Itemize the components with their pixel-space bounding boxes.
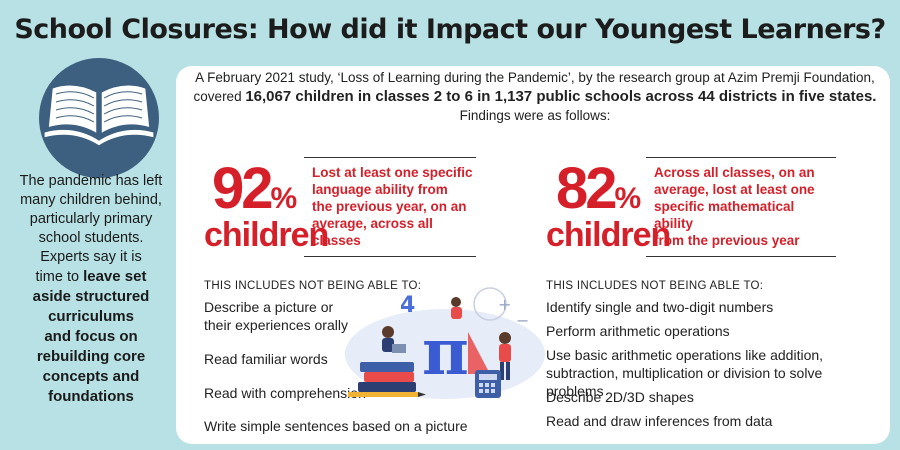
list-item: Perform arithmetic operations — [546, 323, 730, 339]
stat-number: 82 — [556, 156, 617, 221]
sidebar-line: time to — [35, 269, 84, 285]
sidebar-bold-line: aside structured — [32, 288, 150, 305]
stat-description-language: Lost at least one specific language abil… — [304, 157, 476, 257]
list-item: Describe a picture or their experiences … — [204, 299, 348, 333]
sidebar-line: many children behind, — [20, 192, 162, 208]
stat-noun: children — [204, 216, 329, 254]
desc-line: Lost at least one specific — [312, 165, 473, 180]
list-item: Read with comprehension — [204, 385, 366, 401]
sidebar-bold-line: and focus on — [44, 328, 138, 345]
list-item: Use basic arithmetic operations like add… — [546, 347, 824, 399]
sidebar-line: Experts say it is — [40, 249, 142, 265]
list-item: Read familiar words — [204, 351, 328, 367]
stat-noun: children — [546, 216, 671, 254]
learning-illustration: 4 + − π — [345, 287, 545, 399]
list-item: Write simple sentences based on a pictur… — [204, 418, 468, 434]
svg-text:π: π — [422, 315, 469, 390]
stat-percent-sign: % — [614, 182, 642, 215]
stat-number: 92 — [212, 156, 273, 221]
stat-description-math: Across all classes, on an average, lost … — [646, 157, 836, 257]
svg-text:+: + — [498, 295, 511, 314]
stat-percent-math: 82% — [556, 160, 641, 218]
list-item: Describe 2D/3D shapes — [546, 389, 694, 405]
desc-line: average, across all classes — [312, 216, 433, 248]
svg-text:4: 4 — [400, 293, 415, 318]
list-item: Identify single and two-digit numbers — [546, 299, 774, 315]
intro-line-1: A February 2021 study, ‘Loss of Learning… — [195, 70, 875, 85]
svg-text:−: − — [516, 311, 529, 330]
includes-heading: THIS INCLUDES NOT BEING ABLE TO: — [546, 280, 764, 292]
sidebar-bold-line: leave set — [83, 268, 147, 285]
stat-percent-language: 92% — [212, 160, 297, 218]
desc-line: from the previous year — [654, 233, 800, 248]
sidebar-text: The pandemic has left many children behi… — [8, 172, 174, 407]
sidebar-bold-line: rebuilding core — [36, 348, 146, 365]
intro-line-3: Findings were as follows: — [459, 108, 611, 123]
intro-text: A February 2021 study, ‘Loss of Learning… — [190, 68, 880, 125]
sidebar-bold-line: curriculums — [48, 308, 134, 325]
list-item: Read and draw inferences from data — [546, 413, 773, 429]
desc-line: the previous year, on an — [312, 199, 467, 214]
sidebar-bold-line: concepts and — [42, 368, 140, 385]
desc-line: Across all classes, on an — [654, 165, 815, 180]
intro-line-2-pre: covered — [193, 89, 246, 104]
content-panel — [176, 66, 890, 444]
page-title: School Closures: How did it Impact our Y… — [14, 14, 886, 45]
sidebar-bold-line: foundations — [48, 388, 134, 405]
sidebar-line: school students. — [38, 230, 144, 246]
desc-line: average, lost at least one — [654, 182, 815, 197]
book-icon — [39, 58, 159, 178]
sidebar-line: particularly primary — [29, 211, 153, 227]
desc-line: language ability from — [312, 182, 448, 197]
desc-line: specific mathematical ability — [654, 199, 795, 231]
stat-percent-sign: % — [270, 182, 298, 215]
intro-line-2-bold: 16,067 children in classes 2 to 6 in 1,1… — [245, 88, 877, 105]
includes-heading: THIS INCLUDES NOT BEING ABLE TO: — [204, 280, 422, 292]
sidebar-line: The pandemic has left — [19, 173, 163, 189]
